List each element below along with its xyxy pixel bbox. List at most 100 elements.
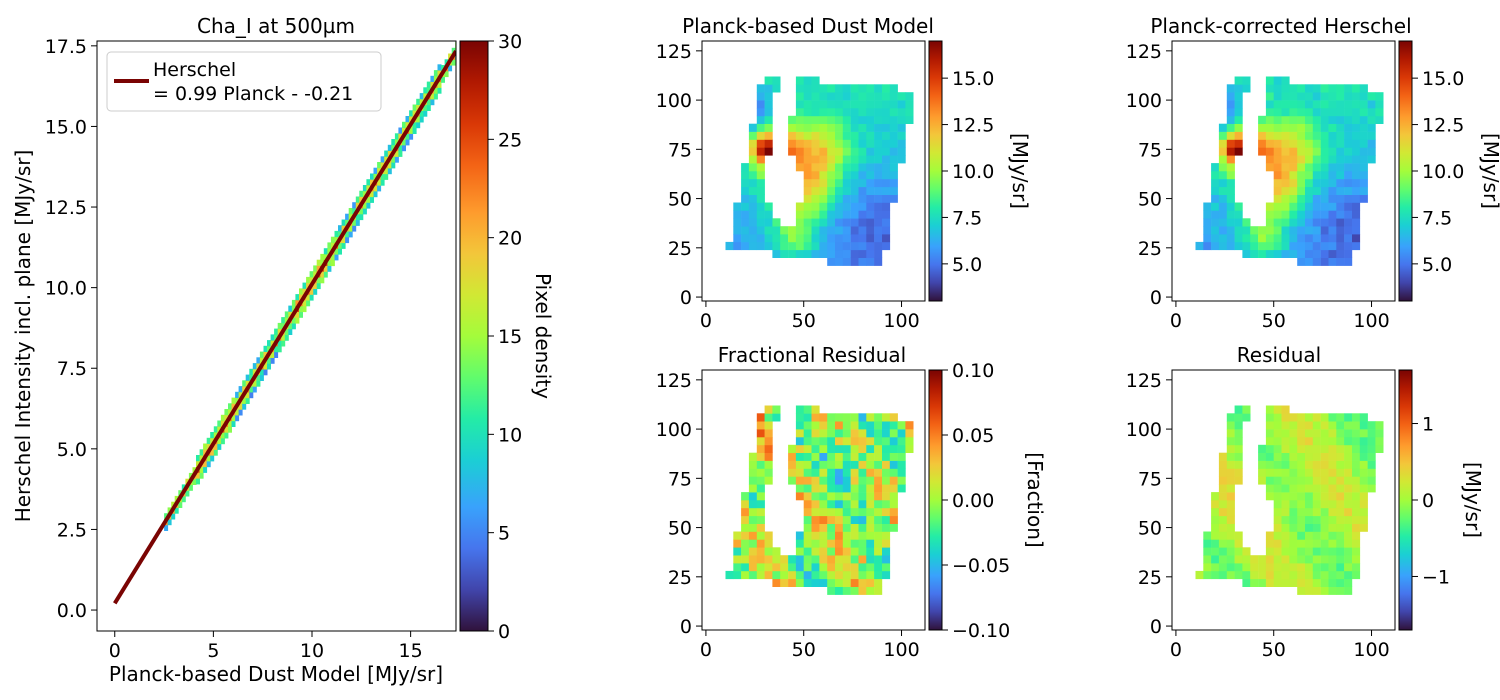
- map-pixel: [1289, 139, 1298, 148]
- map-pixel: [1273, 492, 1282, 501]
- map-pixel: [772, 547, 781, 556]
- map-pixel: [748, 563, 757, 572]
- density-cell: [345, 231, 350, 238]
- map-pixel: [1320, 531, 1329, 540]
- map-pixel: [1234, 531, 1243, 540]
- density-cell: [419, 110, 424, 117]
- map-pixel: [874, 570, 883, 580]
- density-cell: [249, 368, 254, 375]
- map-pixel: [1234, 429, 1243, 438]
- map-pixel: [1297, 194, 1306, 203]
- map-pixel: [803, 570, 812, 580]
- map-pixel: [1367, 429, 1376, 438]
- map-pixel: [1289, 249, 1298, 258]
- map-pixel: [1336, 444, 1345, 453]
- map-pixel: [1305, 100, 1314, 109]
- map-pixel: [1265, 452, 1274, 461]
- residual-colorbar-label: [MJy/sr]: [1461, 462, 1485, 538]
- density-cell: [423, 93, 428, 100]
- density-cell: [299, 294, 303, 301]
- map-pixel: [1273, 444, 1282, 453]
- map-pixel: [842, 452, 851, 461]
- map-pixel: [1352, 108, 1361, 117]
- map-pixel: [741, 515, 750, 524]
- map-pixel: [1305, 586, 1314, 595]
- map-pixel: [905, 92, 914, 101]
- density-cell: [199, 466, 204, 473]
- map-pixel: [811, 555, 820, 564]
- map-pixel: [1336, 413, 1345, 422]
- map-pixel: [1281, 444, 1290, 453]
- map-pixel: [1312, 476, 1321, 485]
- map-pixel: [827, 460, 836, 469]
- map-pixel: [803, 515, 812, 524]
- density-cell: [412, 127, 417, 134]
- map-pixel: [772, 234, 781, 243]
- density-cell: [373, 185, 378, 192]
- map-pixel: [1226, 523, 1235, 532]
- map-pixel: [1265, 131, 1274, 140]
- map-pixel: [1352, 492, 1361, 501]
- residual-colorbar: [1398, 369, 1413, 631]
- map-pixel: [1336, 171, 1345, 180]
- map-pixel: [850, 586, 859, 595]
- map-pixel: [1226, 178, 1235, 188]
- y-tick-label: 25: [668, 238, 692, 260]
- map-pixel: [858, 476, 867, 485]
- map-pixel: [1226, 139, 1235, 148]
- density-cell: [213, 432, 218, 439]
- map-pixel: [1281, 515, 1290, 524]
- map-pixel: [1352, 218, 1361, 227]
- map-pixel: [764, 563, 773, 572]
- map-pixel: [741, 563, 750, 572]
- map-pixel: [827, 578, 836, 587]
- fractional-residual-map: [725, 405, 914, 595]
- map-pixel: [1305, 155, 1314, 164]
- map-pixel: [827, 500, 836, 509]
- fit-line: [113, 50, 456, 605]
- map-pixel: [748, 210, 757, 219]
- map-pixel: [1273, 507, 1282, 517]
- map-pixel: [733, 241, 742, 251]
- density-cell: [206, 455, 211, 462]
- map-pixel: [858, 234, 867, 243]
- map-pixel: [1359, 84, 1368, 93]
- map-pixel: [850, 437, 859, 446]
- density-cell: [210, 432, 215, 439]
- map-pixel: [748, 155, 757, 164]
- map-pixel: [1211, 523, 1220, 532]
- map-pixel: [1312, 578, 1321, 587]
- density-cell: [252, 363, 257, 370]
- map-pixel: [1336, 468, 1345, 477]
- map-pixel: [756, 131, 765, 140]
- map-pixel: [1320, 452, 1329, 461]
- map-pixel: [1320, 523, 1329, 532]
- density-cell: [370, 173, 374, 180]
- map-pixel: [1289, 539, 1298, 548]
- map-pixel: [1234, 234, 1243, 243]
- density-cell: [203, 466, 208, 473]
- map-pixel: [819, 484, 828, 493]
- y-tick-label: 17.5: [45, 36, 87, 58]
- map-pixel: [827, 226, 836, 235]
- map-pixel: [1305, 429, 1314, 438]
- map-pixel: [1265, 210, 1274, 219]
- density-cell: [370, 196, 374, 203]
- map-pixel: [1297, 515, 1306, 524]
- density-cell: [192, 478, 197, 485]
- map-pixel: [827, 123, 836, 132]
- map-pixel: [1281, 218, 1290, 227]
- map-pixel: [1281, 131, 1290, 140]
- map-pixel: [1328, 523, 1337, 532]
- density-cell: [281, 322, 286, 330]
- map-pixel: [1226, 155, 1235, 164]
- map-pixel: [803, 84, 812, 93]
- map-pixel: [1265, 218, 1274, 227]
- map-pixel: [866, 570, 875, 580]
- map-pixel: [1242, 249, 1251, 258]
- map-pixel: [1344, 210, 1353, 219]
- map-pixel: [889, 523, 898, 532]
- map-pixel: [1344, 241, 1353, 251]
- map-pixel: [1305, 555, 1314, 564]
